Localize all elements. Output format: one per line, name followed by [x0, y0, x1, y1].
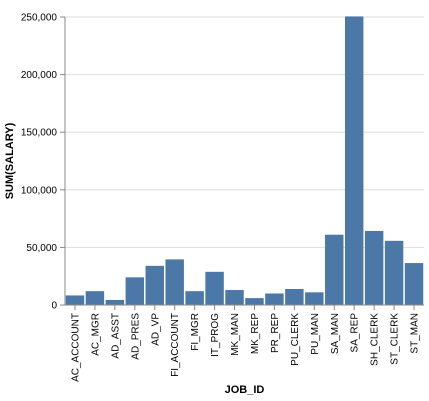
bar — [205, 271, 224, 305]
x-tick-label: SA_MAN — [330, 313, 341, 354]
y-tick-label: 150,000 — [21, 128, 58, 139]
bar — [105, 299, 125, 305]
x-tick-label: PU_MAN — [310, 313, 321, 355]
bar — [65, 295, 85, 305]
x-axis-title: JOB_ID — [225, 384, 265, 396]
bar — [305, 292, 324, 305]
bar — [165, 259, 184, 305]
bar — [185, 291, 204, 305]
x-tick-label: AD_ASST — [110, 313, 121, 359]
bar — [145, 265, 164, 305]
x-tick-label: FI_ACCOUNT — [170, 313, 181, 377]
bar — [325, 234, 344, 305]
y-tick-label: 250,000 — [21, 13, 58, 24]
bar — [225, 290, 244, 305]
bar — [245, 298, 264, 305]
bar — [384, 240, 404, 305]
bar — [85, 291, 105, 305]
x-tick-label: ST_CLERK — [390, 313, 401, 365]
x-tick-label: PR_REP — [270, 313, 281, 353]
y-axis-title: SUM(SALARY) — [4, 122, 16, 199]
bar — [265, 293, 284, 305]
bar — [285, 288, 304, 305]
y-tick-label: 50,000 — [26, 243, 57, 254]
y-axis: 0 50,000 100,000 150,000 200,000 250,000 — [21, 13, 66, 312]
x-tick-label: IT_PROG — [210, 313, 221, 357]
x-tick-label: PU_CLERK — [290, 313, 301, 366]
x-tick-label: AD_PRES — [130, 313, 141, 360]
x-tick-label: AD_VP — [150, 313, 161, 346]
bars — [65, 16, 424, 305]
x-tick-label: MK_REP — [250, 313, 261, 354]
x-tick-label: MK_MAN — [230, 313, 241, 356]
bar — [404, 263, 424, 305]
y-tick-label: 200,000 — [21, 70, 58, 81]
x-tick-label: ST_MAN — [410, 313, 421, 354]
x-tick-label: AC_MGR — [90, 313, 101, 356]
x-tick-label: SA_REP — [350, 313, 361, 353]
bar — [125, 277, 145, 305]
y-tick-label: 0 — [51, 301, 57, 312]
x-tick-label: FI_MGR — [190, 313, 201, 351]
x-tick-label: AC_ACCOUNT — [70, 313, 81, 382]
bar — [364, 230, 384, 305]
x-axis: AC_ACCOUNT AC_MGR AD_ASST AD_PRES AD_VP FI_AC… — [65, 304, 424, 382]
x-tick-label: SH_CLERK — [370, 313, 381, 366]
bar — [344, 16, 364, 305]
y-tick-label: 100,000 — [21, 185, 58, 196]
